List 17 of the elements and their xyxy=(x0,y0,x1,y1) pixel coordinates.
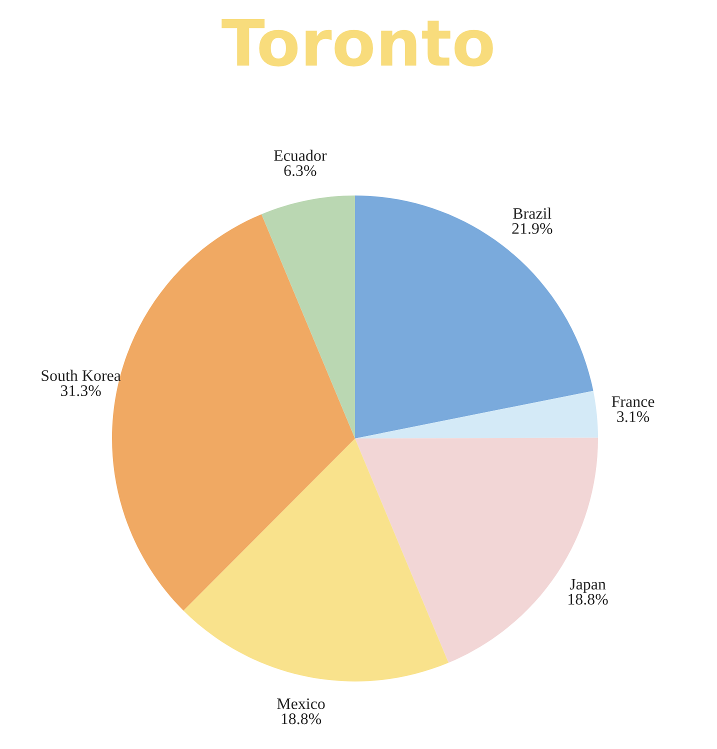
slice-label: France xyxy=(612,396,654,407)
data-label: 31.3% xyxy=(60,385,101,396)
data-label: 21.9% xyxy=(512,223,552,234)
data-label: 18.8% xyxy=(282,713,322,724)
chart-title: Toronto xyxy=(222,19,493,67)
data-label: 18.8% xyxy=(568,594,608,605)
data-label: 3.1% xyxy=(617,411,650,422)
data-label: 6.3% xyxy=(284,165,316,176)
slice-label: Ecuador xyxy=(274,150,327,161)
slice-label: South Korea xyxy=(42,370,121,381)
pie-slice xyxy=(355,196,594,438)
pie-slice xyxy=(261,196,355,438)
slice-label: Japan xyxy=(570,578,606,593)
slice-label: Mexico xyxy=(277,698,325,710)
pie-slice xyxy=(355,390,598,438)
pie-slice xyxy=(183,438,449,682)
slice-label: Brazil xyxy=(513,208,552,219)
